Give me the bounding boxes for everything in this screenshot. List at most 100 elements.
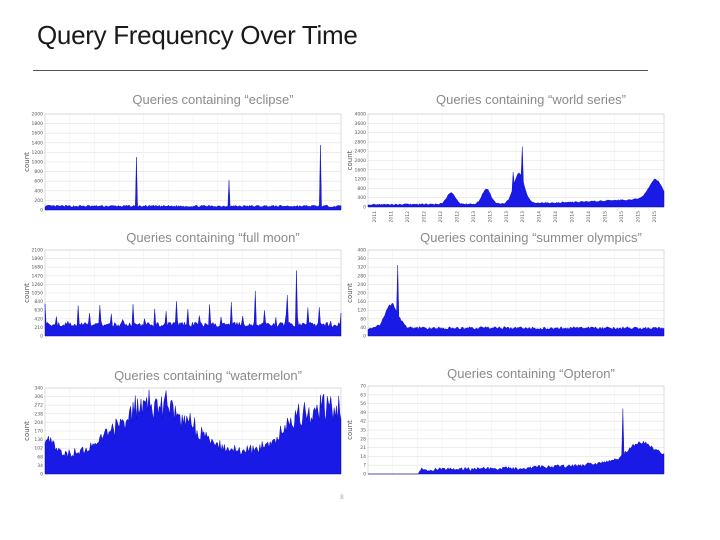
y-tick-label: 7 — [363, 463, 366, 469]
y-tick-label: 0 — [363, 472, 366, 478]
y-tick-label: 1000 — [32, 160, 44, 166]
chart-world-series: 0 400 800 1200 1600 2000 2400 2800 3200 3600 4000 c… — [346, 112, 665, 223]
y-tick-label: 4000 — [355, 112, 367, 118]
y-tick-label: 2800 — [355, 139, 367, 145]
series-area — [367, 265, 665, 337]
y-tick-label: 1680 — [32, 265, 44, 271]
x-tick-label: 2013 — [471, 211, 477, 223]
y-axis-label: count — [346, 420, 354, 440]
y-tick-label: 2000 — [32, 112, 44, 118]
chart-title: Queries containing “full moon” — [126, 230, 300, 245]
y-tick-label: 3200 — [355, 130, 367, 136]
x-tick-label: 2011 — [372, 211, 378, 223]
x-tick-label: 2015 — [619, 211, 625, 223]
chart-panel-summer-olympics: Queries containing “summer olympics” 0 40… — [346, 230, 676, 340]
y-tick-label: 360 — [357, 256, 366, 262]
y-tick-label: 0 — [40, 208, 43, 214]
y-tick-label: 800 — [34, 169, 43, 175]
y-tick-label: 68 — [37, 454, 43, 460]
y-tick-label: 630 — [34, 308, 43, 314]
x-tick-label: 2013 — [487, 211, 493, 223]
chart-panel-full-moon: Queries containing “full moon” 0 210 420 63… — [23, 230, 353, 340]
y-tick-label: 170 — [34, 429, 43, 435]
y-tick-label: 200 — [34, 198, 43, 204]
y-axis-label: count — [346, 150, 354, 170]
y-axis-label: count — [346, 283, 354, 303]
x-tick-label: 2012 — [422, 211, 428, 223]
y-tick-label: 210 — [34, 325, 43, 331]
page-title: Query Frequency Over Time — [37, 20, 358, 50]
y-axis-label: count — [23, 152, 31, 172]
y-tick-label: 14 — [360, 454, 366, 460]
y-tick-label: 56 — [360, 401, 366, 407]
y-tick-label: 28 — [360, 436, 366, 442]
y-tick-label: 80 — [360, 316, 366, 322]
y-tick-label: 1050 — [32, 291, 44, 297]
x-tick-label: 2011 — [389, 211, 395, 223]
y-tick-label: 340 — [34, 386, 43, 392]
chart-title: Queries containing “watermelon” — [114, 368, 302, 383]
x-tick-label: 2015 — [602, 211, 608, 223]
y-tick-label: 1400 — [32, 140, 44, 146]
x-tick-label: 2012 — [454, 211, 460, 223]
y-tick-label: 1200 — [355, 177, 367, 183]
y-tick-label: 1200 — [32, 150, 44, 156]
y-tick-label: 280 — [357, 273, 366, 279]
title-divider — [33, 70, 648, 71]
y-tick-label: 2400 — [355, 149, 367, 155]
chart-panel-world-series: Queries containing “world series” 0 400 80… — [346, 92, 676, 222]
y-tick-label: 2100 — [32, 248, 44, 254]
x-tick-label: 2014 — [553, 211, 559, 223]
chart-title: Queries containing “summer olympics” — [420, 230, 642, 245]
y-tick-label: 0 — [40, 472, 43, 478]
y-tick-label: 2000 — [355, 158, 367, 164]
y-tick-label: 840 — [34, 299, 43, 305]
y-tick-label: 102 — [34, 446, 43, 452]
x-tick-label: 2012 — [405, 211, 411, 223]
y-tick-label: 320 — [357, 265, 366, 271]
y-tick-label: 1890 — [32, 256, 44, 262]
y-tick-label: 306 — [34, 394, 43, 400]
chart-panel-watermelon: Queries containing “watermelon” 0 34 68 102… — [23, 368, 353, 478]
y-axis-label: count — [23, 283, 31, 303]
y-tick-label: 400 — [357, 248, 366, 254]
y-tick-label: 34 — [37, 463, 43, 469]
y-tick-label: 1470 — [32, 273, 44, 279]
y-tick-label: 400 — [357, 195, 366, 201]
y-tick-label: 35 — [360, 428, 366, 434]
y-tick-label: 1800 — [32, 121, 44, 127]
chart-panel-opteron: Queries containing “Opteron” 0 7 14 21 28 35 4… — [346, 366, 676, 478]
y-tick-label: 49 — [360, 410, 366, 416]
y-tick-label: 238 — [34, 411, 43, 417]
y-tick-label: 240 — [357, 282, 366, 288]
y-tick-label: 1600 — [355, 167, 367, 173]
x-tick-label: 2014 — [537, 211, 543, 223]
y-tick-label: 120 — [357, 308, 366, 314]
y-tick-label: 204 — [34, 420, 43, 426]
chart-title: Queries containing “Opteron” — [447, 366, 615, 381]
y-tick-label: 600 — [34, 179, 43, 185]
y-tick-label: 42 — [360, 419, 366, 425]
footer-mark: 8 — [340, 494, 344, 501]
chart-title: Queries containing “eclipse” — [132, 92, 294, 107]
y-tick-label: 200 — [357, 291, 366, 297]
chart-eclipse: 0 200 400 600 800 1000 1200 1400 1600 1800 2000 cou… — [23, 112, 342, 214]
series-area — [367, 146, 665, 208]
y-tick-label: 400 — [34, 188, 43, 194]
x-tick-label: 2012 — [438, 211, 444, 223]
y-tick-label: 160 — [357, 299, 366, 305]
y-tick-label: 0 — [363, 334, 366, 340]
y-tick-label: 63 — [360, 392, 366, 398]
chart-panel-eclipse: Queries containing “eclipse” 0 200 400 600 8… — [23, 92, 353, 214]
x-tick-label: 2015 — [652, 211, 658, 223]
series-area — [44, 145, 342, 211]
y-tick-label: 136 — [34, 437, 43, 443]
chart-opteron: 0 7 14 21 28 35 42 49 56 63 70 count — [346, 384, 665, 478]
chart-summer-olympics: 0 40 80 120 160 200 240 280 320 360 400 count — [346, 248, 665, 340]
y-tick-label: 1260 — [32, 282, 44, 288]
y-tick-label: 3600 — [355, 121, 367, 127]
y-tick-label: 70 — [360, 384, 366, 390]
y-tick-label: 40 — [360, 325, 366, 331]
x-tick-label: 2013 — [520, 211, 526, 223]
y-axis-label: count — [23, 421, 31, 441]
